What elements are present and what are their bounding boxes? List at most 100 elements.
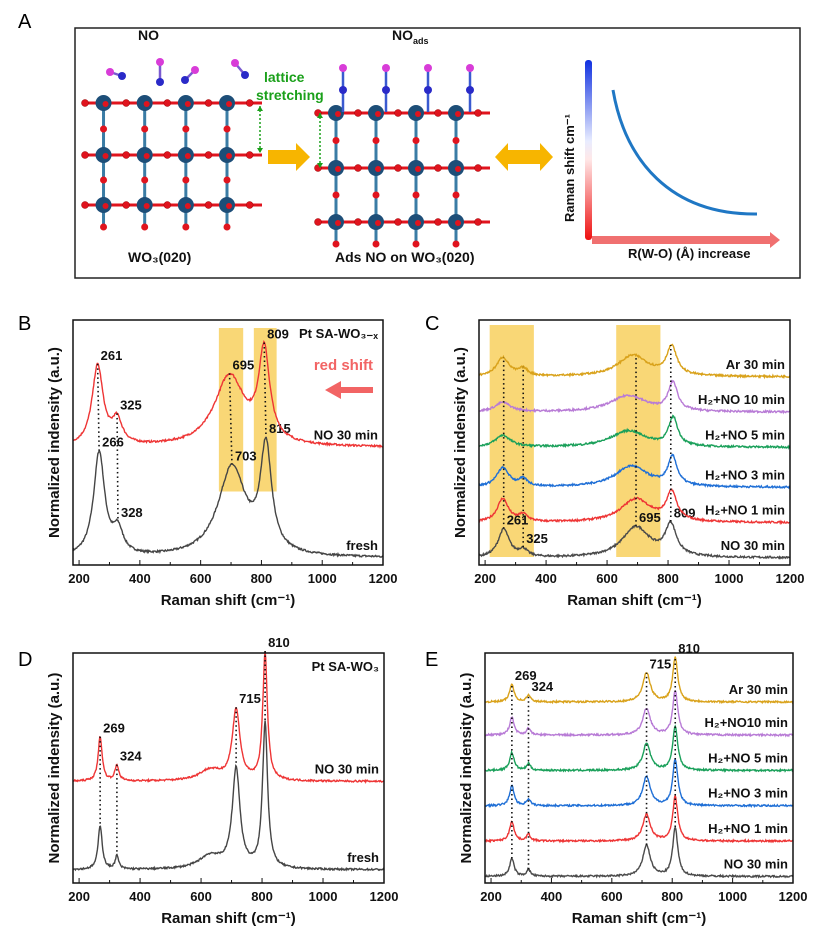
series-line: [72, 436, 384, 558]
series-label: fresh: [346, 538, 378, 553]
o-atom: [102, 153, 109, 159]
peak-guide-line: [116, 413, 119, 521]
x-tick-label: 400: [129, 889, 151, 904]
peak-label: 324: [120, 749, 142, 764]
series-line: [72, 720, 385, 872]
o-atom: [335, 111, 341, 117]
o-atom: [474, 218, 482, 226]
o-atom: [412, 191, 420, 199]
o-atom: [143, 203, 150, 209]
o-atom: [245, 201, 254, 209]
o-atom: [163, 201, 172, 209]
o-atom: [372, 137, 380, 144]
o-atom: [100, 176, 108, 184]
o-atom: [182, 176, 190, 184]
o-atom: [81, 99, 89, 107]
o-atom: [466, 64, 474, 72]
o-atom: [354, 218, 362, 226]
o-atom: [122, 99, 130, 107]
o-atom: [354, 164, 362, 172]
o-atom: [394, 164, 402, 172]
o-atom: [143, 101, 150, 107]
series-label: H₂+NO10 min: [705, 715, 788, 730]
o-atom: [182, 125, 190, 133]
raman-gradient-axis: [585, 60, 592, 240]
peak-label: 809: [267, 327, 289, 342]
o-atom: [81, 151, 89, 159]
o-atom: [143, 153, 150, 159]
surface-label-clean: WO₃(020): [128, 249, 191, 265]
o-atom: [245, 99, 254, 107]
series-label: H₂+NO 5 min: [705, 427, 785, 442]
o-atom: [141, 223, 149, 231]
x-axis-title: Raman shift (cm⁻¹): [161, 592, 296, 609]
series-label: NO 30 min: [721, 538, 785, 553]
o-atom: [415, 166, 421, 172]
o-atom: [332, 137, 340, 144]
o-atom: [375, 220, 381, 226]
panel-label: B: [18, 313, 31, 335]
x-tick-label: 1200: [776, 571, 805, 586]
o-atom: [455, 220, 461, 226]
y-axis-title: Normalized indensity (a.u.): [452, 347, 469, 538]
surface-label-adsorbed: Ads NO on WO₃(020): [335, 249, 474, 265]
o-atom: [122, 201, 130, 209]
n-atom: [382, 86, 390, 94]
o-atom: [184, 101, 191, 107]
o-atom: [204, 151, 213, 159]
n-atom: [118, 72, 126, 80]
o-atom: [226, 153, 233, 159]
o-atom: [102, 203, 109, 209]
o-atom: [100, 223, 108, 231]
series-label: NO 30 min: [724, 856, 788, 871]
o-atom: [375, 166, 381, 172]
arrowhead: [317, 163, 323, 168]
n-atom: [241, 71, 249, 79]
x-tick-label: 800: [657, 571, 679, 586]
x-tick-label: 200: [68, 571, 90, 586]
highlight-band: [253, 328, 277, 492]
o-atom: [184, 153, 191, 159]
o-atom: [163, 151, 172, 159]
y-axis-title: Normalized indensity (a.u.): [46, 673, 63, 864]
x-tick-label: 400: [541, 889, 563, 904]
series-label: Ar 30 min: [729, 682, 788, 697]
o-atom: [452, 240, 460, 248]
series-line: [484, 793, 794, 844]
x-tick-label: 1000: [718, 889, 747, 904]
plot-frame: [478, 319, 791, 566]
x-axis-title: Raman shift (cm⁻¹): [161, 910, 296, 927]
o-atom: [184, 203, 191, 209]
x-tick-label: 600: [190, 889, 212, 904]
peak-label: 695: [233, 357, 255, 372]
chart-e: E NO 30 min H₂+NO 1 min H₂+NO 3 min H₂+NO 5 …: [425, 641, 807, 927]
schematic-x-label: R(W-O) (Å) increase: [628, 246, 751, 261]
panel-a-frame: [74, 27, 801, 279]
series-label: fresh: [347, 850, 379, 865]
o-atom: [434, 109, 442, 117]
peak-label: 269: [103, 721, 125, 736]
series-line: [478, 488, 791, 526]
arrowhead: [317, 113, 323, 118]
panel-label: C: [425, 313, 439, 335]
series-line: [478, 453, 791, 490]
series-label: H₂+NO 1 min: [708, 821, 788, 836]
series-line: [484, 689, 794, 738]
o-atom: [434, 218, 442, 226]
o-atom: [474, 109, 482, 117]
n-atom: [339, 86, 347, 94]
arrowhead: [257, 106, 263, 111]
o-atom: [204, 99, 213, 107]
arrowhead: [257, 148, 263, 153]
sample-label: Pt SA-WO₃: [312, 659, 379, 674]
o-atom: [231, 59, 239, 67]
o-atom: [455, 166, 461, 172]
o-atom: [226, 203, 233, 209]
o-atom: [314, 218, 322, 226]
x-tick-label: 200: [474, 571, 496, 586]
series-line: [72, 651, 385, 784]
peak-label: 325: [526, 531, 548, 546]
x-tick-label: 400: [129, 571, 151, 586]
lattice-clean: [81, 95, 262, 231]
